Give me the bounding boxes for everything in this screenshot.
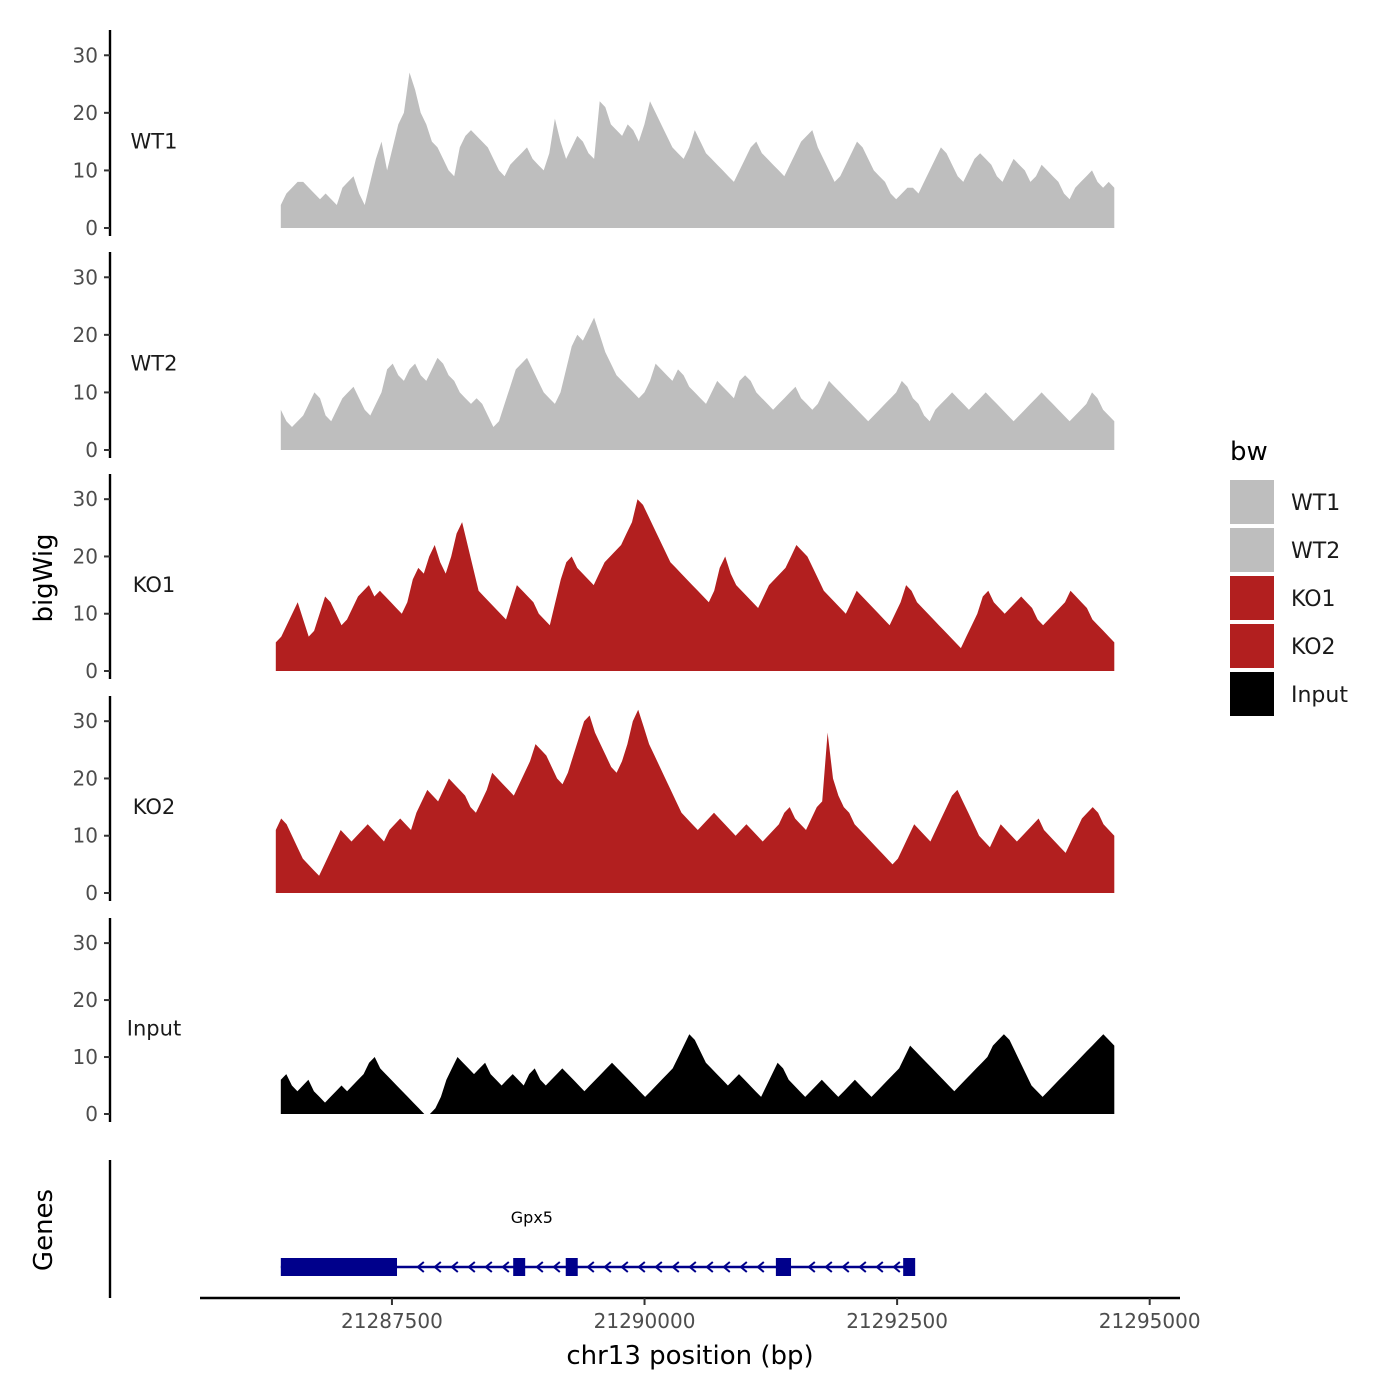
y-tick-label: 10 (73, 602, 98, 626)
legend-title: bw (1230, 437, 1268, 467)
legend-label: WT1 (1291, 491, 1340, 516)
legend-key-ko2 (1230, 624, 1274, 668)
y-tick-label: 0 (85, 881, 98, 905)
y-tick-label: 20 (73, 766, 98, 790)
strand-arrow (892, 1261, 901, 1273)
gene-exon (280, 1258, 398, 1276)
signal-area-ko1 (275, 499, 1115, 671)
strand-arrow (450, 1261, 459, 1273)
strand-arrow (416, 1261, 425, 1273)
gene-label: Gpx5 (511, 1208, 553, 1227)
track-panels: 0 10 20 30 WT1 0 10 20 30 WT2 0 10 20 30 KO1 0 10 20 30 KO2… (73, 30, 1115, 1126)
strand-arrow (552, 1261, 561, 1273)
strand-arrow (671, 1261, 680, 1273)
strand-arrow (739, 1261, 748, 1273)
y-tick-label: 10 (73, 380, 98, 404)
legend-key-input (1230, 672, 1274, 716)
strand-arrow (501, 1261, 510, 1273)
strand-arrow (433, 1261, 442, 1273)
strand-arrow (807, 1261, 816, 1273)
strand-arrow (875, 1261, 884, 1273)
gene-exon (903, 1258, 916, 1276)
legend-key-wt2 (1230, 528, 1274, 572)
strand-arrow (484, 1261, 493, 1273)
strand-arrow (586, 1261, 595, 1273)
x-tick-label: 21292500 (846, 1309, 948, 1333)
y-tick-label: 0 (85, 216, 98, 240)
strand-arrow (620, 1261, 629, 1273)
track-label: WT1 (131, 130, 178, 154)
strand-arrow (858, 1261, 867, 1273)
y-tick-label: 0 (85, 1102, 98, 1126)
track-label: KO1 (133, 573, 176, 597)
track-wt2: 0 10 20 30 WT2 (73, 252, 1115, 462)
legend-label: WT2 (1291, 539, 1340, 564)
legend-key-wt1 (1230, 480, 1274, 524)
y-tick-label: 0 (85, 659, 98, 683)
strand-arrow (637, 1261, 646, 1273)
x-tick-label: 21295000 (1099, 1309, 1201, 1333)
strand-arrow (841, 1261, 850, 1273)
signal-area-input (280, 1034, 1115, 1114)
strand-arrow (535, 1261, 544, 1273)
strand-arrow (603, 1261, 612, 1273)
y-tick-label: 20 (73, 323, 98, 347)
track-input: 0 10 20 30 Input (73, 918, 1115, 1126)
y-tick-label: 30 (73, 931, 98, 955)
legend-label: Input (1291, 683, 1348, 708)
signal-area-ko2 (275, 709, 1115, 893)
legend-label: KO2 (1291, 635, 1336, 660)
y-tick-label: 10 (73, 824, 98, 848)
y-tick-label: 30 (73, 43, 98, 67)
signal-area-wt2 (280, 317, 1115, 450)
signal-area-wt1 (280, 72, 1115, 228)
track-wt1: 0 10 20 30 WT1 (73, 30, 1115, 240)
strand-arrow (756, 1261, 765, 1273)
gene-exon (775, 1258, 792, 1276)
y-tick-label: 20 (73, 101, 98, 125)
y-tick-label: 30 (73, 265, 98, 289)
track-label: KO2 (133, 795, 176, 819)
track-ko2: 0 10 20 30 KO2 (73, 696, 1115, 905)
y-tick-label: 20 (73, 544, 98, 568)
legend-key-ko1 (1230, 576, 1274, 620)
y-tick-label: 0 (85, 438, 98, 462)
y-tick-label: 30 (73, 709, 98, 733)
track-ko1: 0 10 20 30 KO1 (73, 474, 1115, 683)
strand-arrow (688, 1261, 697, 1273)
y-tick-label: 30 (73, 487, 98, 511)
legend-label: KO1 (1291, 587, 1336, 612)
y-tick-label: 20 (73, 988, 98, 1012)
strand-arrow (722, 1261, 731, 1273)
strand-arrow (705, 1261, 714, 1273)
legend: bw WT1 WT2 KO1 KO2 Input (1230, 437, 1348, 716)
track-label: WT2 (131, 352, 178, 376)
y-tick-label: 10 (73, 158, 98, 182)
strand-arrow (654, 1261, 663, 1273)
genes-axis-title: Genes (29, 1189, 59, 1271)
y-axis-title: bigWig (29, 533, 59, 622)
strand-arrow (467, 1261, 476, 1273)
x-axis: 21287500 21290000 21292500 21295000 (200, 1296, 1201, 1333)
x-tick-label: 21290000 (594, 1309, 696, 1333)
track-label: Input (127, 1017, 181, 1041)
gene-gpx5: Gpx5 (280, 1208, 916, 1276)
x-axis-title: chr13 position (bp) (566, 1341, 813, 1371)
gene-exon (513, 1258, 526, 1276)
y-tick-label: 10 (73, 1045, 98, 1069)
x-tick-label: 21287500 (341, 1309, 443, 1333)
gene-exon (565, 1258, 578, 1276)
strand-arrow (824, 1261, 833, 1273)
genes-panel: Gpx5 (108, 1160, 916, 1298)
